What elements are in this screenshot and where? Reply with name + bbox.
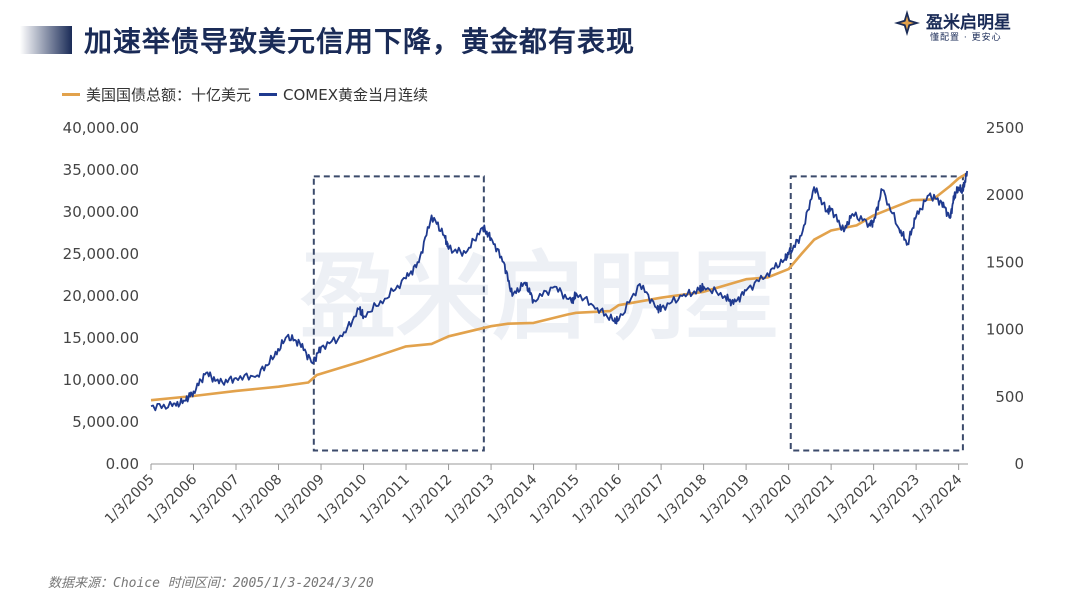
- y-right-tick-label: 0: [1014, 455, 1024, 473]
- brand-logo: 盈米启明星 懂配置 · 更安心: [890, 6, 1040, 46]
- page-title: 加速举债导致美元信用下降，黄金都有表现: [84, 25, 636, 58]
- chart-legend: 美国国债总额：十亿美元 COMEX黄金当月连续: [62, 84, 436, 105]
- y-right-tick-label: 1500: [986, 253, 1024, 271]
- series-line-debt: [150, 172, 968, 402]
- highlight-box: [789, 175, 964, 452]
- y-right-tick-label: 2500: [986, 119, 1024, 137]
- y-right-tick-label: 2000: [986, 186, 1024, 204]
- y-left-tick-label: 40,000.00: [63, 119, 139, 137]
- legend-swatch-gold: [259, 93, 278, 96]
- y-left-tick-label: 30,000.00: [63, 203, 139, 221]
- legend-swatch-debt: [62, 93, 80, 96]
- y-left-tick-label: 15,000.00: [63, 329, 139, 347]
- y-left-tick-label: 0.00: [106, 455, 139, 473]
- logo-slogan: 懂配置 · 更安心: [930, 33, 1002, 43]
- logo-name: 盈米启明星: [926, 13, 1011, 33]
- header-gradient-bar: [20, 26, 72, 54]
- watermark-text: 盈米启明星: [300, 240, 780, 353]
- legend-item-debt: 美国国债总额：十亿美元: [62, 84, 251, 105]
- y-right-tick-label: 500: [995, 388, 1024, 406]
- legend-item-gold: COMEX黄金当月连续: [259, 84, 428, 105]
- y-right-tick-label: 1000: [986, 321, 1024, 339]
- y-left-tick-label: 5,000.00: [72, 413, 139, 431]
- legend-label-debt: 美国国债总额：十亿美元: [86, 86, 252, 104]
- data-source-note: 数据来源：Choice 时间区间：2005/1/3-2024/3/20: [48, 576, 374, 591]
- y-left-tick-label: 25,000.00: [63, 245, 139, 263]
- highlight-box: [312, 175, 485, 452]
- series-line-gold: [150, 170, 968, 412]
- y-left-tick-label: 10,000.00: [63, 371, 139, 389]
- star-logo-icon: [894, 10, 920, 36]
- y-left-tick-label: 35,000.00: [63, 161, 139, 179]
- legend-label-gold: COMEX黄金当月连续: [283, 86, 428, 104]
- y-left-tick-label: 20,000.00: [63, 287, 139, 305]
